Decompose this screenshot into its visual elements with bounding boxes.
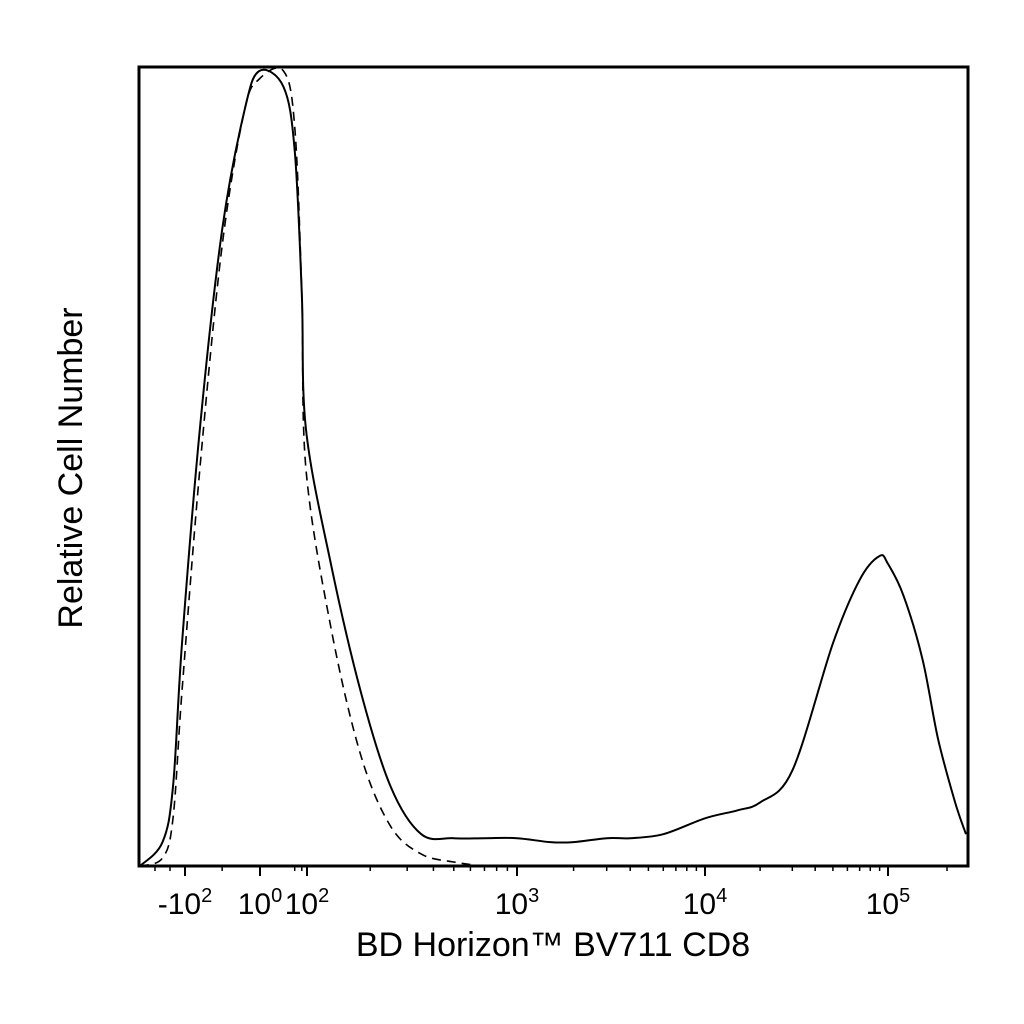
solid-histogram-line [139,68,967,867]
x-tick-label: 100 [238,885,283,921]
x-axis-ticks [154,866,948,876]
x-tick-label: -102 [158,885,212,921]
x-tick-label: 105 [866,885,911,921]
x-axis-tick-labels: -102 100 102 103 104 105 [158,885,910,921]
y-axis-title: Relative Cell Number [52,307,90,628]
x-axis-title: BD Horizon™ BV711 CD8 [356,926,750,964]
x-tick-label: 103 [495,885,540,921]
x-tick-label: 104 [683,885,728,921]
dashed-histogram-line [139,67,508,867]
plot-frame [137,65,970,868]
histogram-series [139,67,967,867]
x-tick-label: 102 [285,885,330,921]
